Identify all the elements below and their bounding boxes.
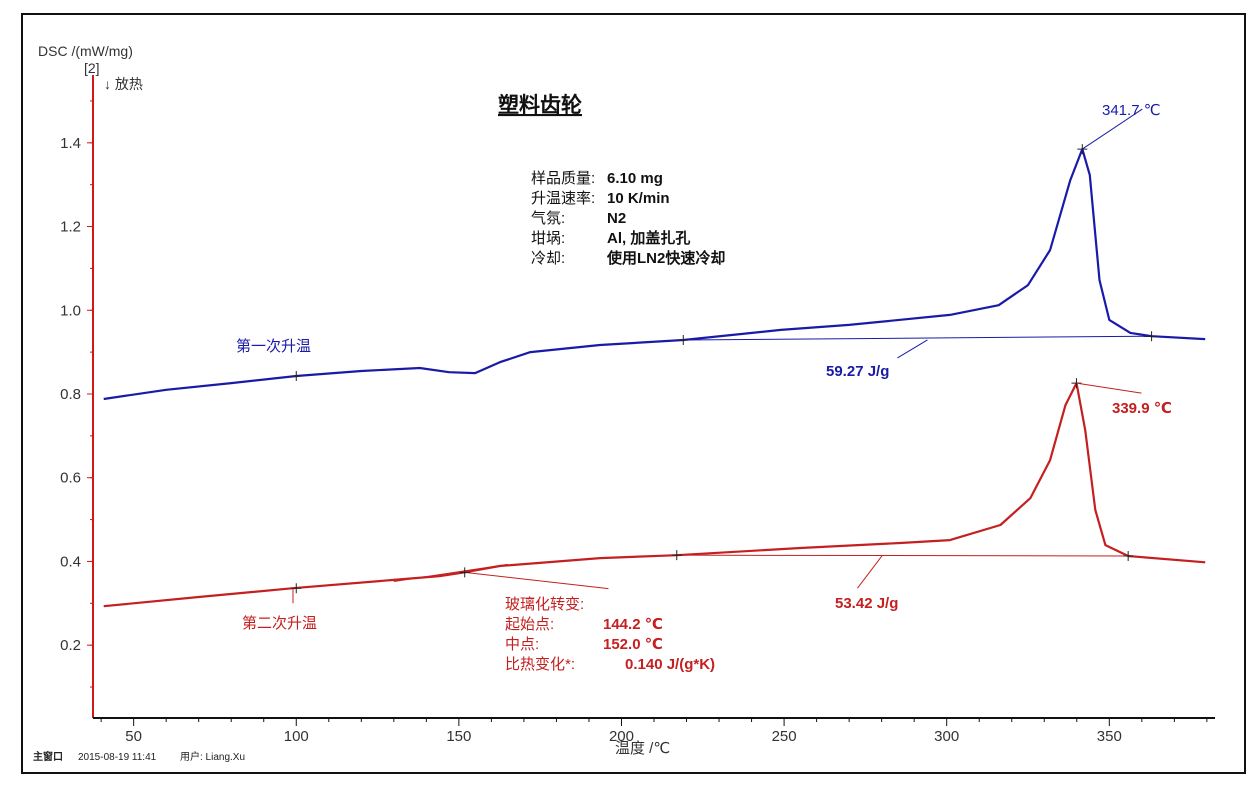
x-axis-label: 温度 /℃ (615, 740, 670, 757)
series-label-first-heating: 第一次升温 (236, 337, 311, 355)
footer: 主窗口 2015-08-19 11:41 用户: Liang.Xu (33, 750, 245, 763)
gt-cp-label: 比热变化*: (505, 656, 575, 673)
y-tick-label: 0.8 (60, 386, 81, 403)
marker-cross (678, 334, 689, 345)
enthalpy-label-second: 53.42 J/g (835, 595, 898, 612)
info-label: 坩埚: (531, 230, 565, 247)
info-value: N2 (607, 210, 626, 227)
y-tick-label: 0.2 (60, 637, 81, 654)
info-label: 样品质量: (531, 170, 595, 187)
y-tick-label: 0.4 (60, 553, 81, 570)
x-tick-label: 50 (125, 728, 142, 745)
info-label: 冷却: (531, 250, 565, 267)
info-value: 10 K/min (607, 190, 670, 207)
gt-title: 玻璃化转变: (505, 596, 584, 613)
y-axis-label: DSC /(mW/mg) (38, 43, 133, 59)
series-line-1 (103, 148, 1206, 401)
y-tick-label: 0.6 (60, 470, 81, 487)
integration-baseline (676, 554, 1129, 557)
gt-cp-value: 0.140 J/(g*K) (625, 656, 715, 673)
y-tick-label: 1.2 (60, 219, 81, 236)
info-label: 气氛: (531, 210, 565, 227)
info-value: 6.10 mg (607, 170, 663, 187)
x-tick-label: 350 (1097, 728, 1122, 745)
marker-cross (1146, 331, 1157, 342)
gt-mid-value: 152.0 ℃ (603, 636, 663, 653)
sample-info: 样品质量: 6.10 mg 升温速率: 10 K/min 气氛: N2 坩埚: Al, 加盖扎… (531, 170, 725, 267)
marker-cross (671, 550, 682, 561)
chart-frame (21, 13, 1246, 774)
peak-label-first: 341.7 ℃ (1102, 102, 1161, 119)
enthalpy-leader (897, 339, 928, 359)
peak-leader (1076, 382, 1142, 394)
gt-onset-label: 起始点: (505, 616, 554, 633)
series-label-second-heating: 第二次升温 (242, 614, 317, 632)
gt-tangent (393, 563, 508, 583)
enthalpy-label-first: 59.27 J/g (826, 363, 889, 380)
integration-baseline (683, 335, 1152, 341)
gt-mid-label: 中点: (505, 636, 539, 653)
glass-transition-annotation: 玻璃化转变: 起始点: 144.2 ℃ 中点: 152.0 ℃ 比热变化*: 0… (505, 596, 715, 673)
marker-cross (459, 567, 470, 578)
exo-direction-label: ↓ 放热 (104, 76, 143, 92)
gt-onset-value: 144.2 ℃ (603, 616, 663, 633)
x-tick-label: 250 (772, 728, 797, 745)
chart-title: 塑料齿轮 (498, 93, 582, 117)
peak-label-second: 339.9 ℃ (1112, 400, 1172, 417)
x-tick-label: 200 (609, 728, 634, 745)
gt-leader (464, 571, 609, 590)
marker-cross (1123, 550, 1134, 561)
info-value: Al, 加盖扎孔 (607, 229, 690, 247)
y-tick-label: 1.4 (60, 135, 81, 152)
marker-cross (1077, 144, 1088, 155)
footer-datetime: 2015-08-19 11:41 (78, 752, 157, 763)
peak-leader (1082, 108, 1143, 150)
footer-window: 主窗口 (33, 750, 63, 763)
marker-cross (291, 370, 302, 381)
enthalpy-leader (857, 554, 883, 589)
info-value: 使用LN2快速冷却 (606, 249, 725, 267)
footer-user: 用户: Liang.Xu (180, 750, 245, 763)
y-axis-sublabel: [2] (84, 60, 100, 76)
x-tick-label: 150 (446, 728, 471, 745)
x-tick-label: 100 (284, 728, 309, 745)
info-label: 升温速率: (531, 190, 595, 207)
y-tick-label: 1.0 (60, 302, 81, 319)
x-tick-label: 300 (934, 728, 959, 745)
